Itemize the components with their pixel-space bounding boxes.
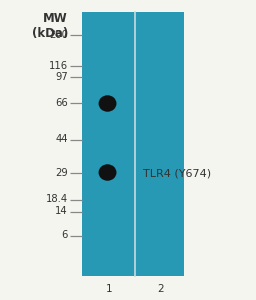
Text: 200: 200 (49, 29, 68, 40)
Text: 6: 6 (61, 230, 68, 241)
Text: TLR4 (Y674): TLR4 (Y674) (143, 168, 211, 178)
Text: 18.4: 18.4 (46, 194, 68, 205)
Bar (82, 12, 184, 276)
Text: 14: 14 (55, 206, 68, 217)
Text: 116: 116 (49, 61, 68, 71)
Text: 44: 44 (55, 134, 68, 145)
Text: MW
(kDa): MW (kDa) (31, 12, 68, 40)
Text: 1: 1 (106, 284, 113, 293)
Ellipse shape (99, 164, 116, 181)
Text: 2: 2 (157, 284, 164, 293)
Text: 29: 29 (55, 167, 68, 178)
Text: 97: 97 (55, 71, 68, 82)
Text: 66: 66 (55, 98, 68, 109)
Ellipse shape (99, 95, 116, 112)
